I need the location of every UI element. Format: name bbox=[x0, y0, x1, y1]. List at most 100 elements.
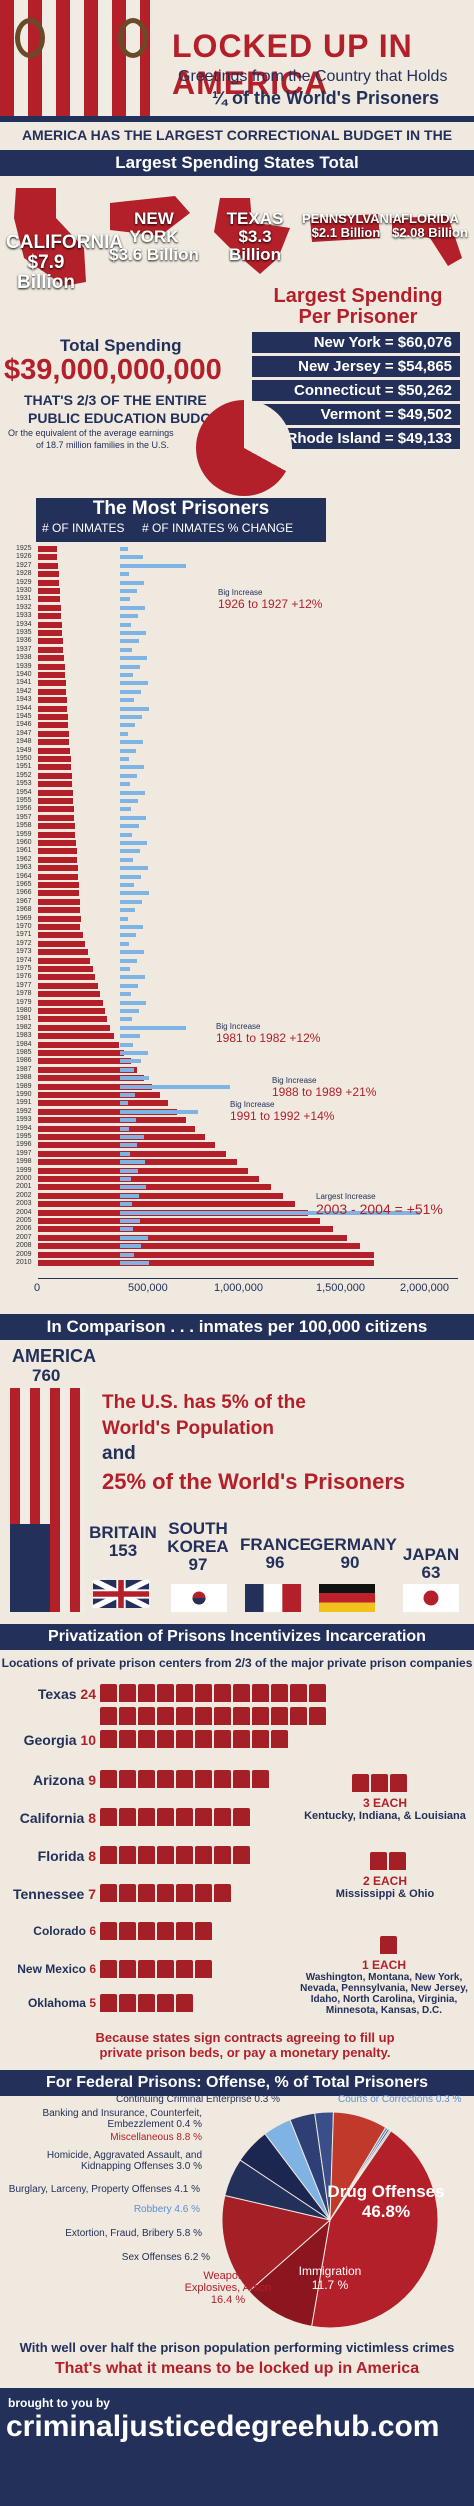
xtick: 1,500,000 bbox=[316, 1282, 365, 1294]
country-france: FRANCE 96 bbox=[240, 1535, 311, 1572]
change-bar bbox=[120, 1042, 133, 1047]
year-label: 1993 bbox=[16, 1116, 32, 1124]
state-pennsylvania: PENNSYLVANIA $2.1 Billion bbox=[302, 211, 402, 240]
year-label: 1927 bbox=[16, 561, 32, 569]
total-line3: Or the equivalent of the average earning… bbox=[8, 428, 174, 438]
pie-label-burglary: Burglary, Larceny, Property Offenses 4.1… bbox=[8, 2184, 200, 2195]
change-bar bbox=[120, 698, 134, 703]
state-georgia-label: Georgia 10 bbox=[23, 1732, 96, 1748]
pie-label-misc: Miscellaneous 8.8 % bbox=[110, 2132, 202, 2143]
prison-building bbox=[138, 1960, 155, 1978]
change-bar bbox=[120, 866, 148, 871]
change-bar bbox=[120, 1143, 137, 1148]
prison-building bbox=[214, 1684, 231, 1702]
change-bar bbox=[120, 555, 143, 560]
prison-building bbox=[252, 1707, 269, 1725]
prison-building bbox=[176, 1770, 193, 1788]
each1-text: 1 EACH Washington, Montana, New York, Nev… bbox=[300, 1958, 468, 2016]
footer-site[interactable]: criminaljusticedegreehub.com bbox=[6, 2410, 440, 2443]
change-bar bbox=[120, 1109, 198, 1114]
inmate-bar bbox=[38, 1125, 196, 1132]
prison-building bbox=[176, 1922, 193, 1940]
inmate-bar bbox=[38, 873, 79, 880]
prison-building bbox=[119, 1730, 136, 1748]
pie-label-homicide: Homicide, Aggravated Assault, and Kidnap… bbox=[46, 2150, 202, 2172]
prison-building bbox=[119, 1994, 136, 2012]
each3-buildings bbox=[352, 1774, 409, 1792]
year-label: 1965 bbox=[16, 881, 32, 888]
change-bar bbox=[120, 1210, 420, 1215]
inmate-bar bbox=[38, 1260, 374, 1266]
change-bar bbox=[120, 706, 149, 711]
year-label: 1938 bbox=[16, 654, 32, 662]
prison-building bbox=[100, 1808, 117, 1826]
prison-building bbox=[176, 1846, 193, 1864]
year-label: 2009 bbox=[16, 1250, 32, 1258]
inmate-bar bbox=[38, 672, 66, 678]
year-label: 1937 bbox=[16, 645, 32, 653]
prison-buildings bbox=[100, 1684, 360, 1725]
change-bar bbox=[120, 547, 128, 551]
inmate-bar bbox=[38, 772, 72, 779]
pp-row: New York = $60,076 bbox=[252, 332, 460, 353]
state-california-label: California 8 bbox=[19, 1810, 96, 1826]
change-bar bbox=[120, 773, 137, 778]
change-bar bbox=[120, 925, 143, 929]
state-arizona-label: Arizona 9 bbox=[32, 1772, 96, 1788]
annotation: Big Increase 1926 to 1927 +12% bbox=[218, 588, 323, 611]
pie-label-drug: Drug Offenses 46.8% bbox=[327, 2182, 445, 2221]
prison-building bbox=[157, 1808, 174, 1826]
prison-building bbox=[309, 1707, 326, 1725]
federal-conclusion: With well over half the prison populatio… bbox=[19, 2340, 455, 2355]
change-bar bbox=[120, 782, 130, 787]
inmate-bar bbox=[38, 1243, 361, 1250]
year-label: 1954 bbox=[16, 788, 32, 796]
change-bar bbox=[120, 689, 141, 694]
header-subtitle-2: ¼ of the World's Prisoners bbox=[212, 88, 439, 108]
year-label: 1943 bbox=[16, 696, 32, 704]
prison-building bbox=[195, 1707, 212, 1725]
change-bar bbox=[120, 715, 142, 719]
inmate-bar bbox=[38, 1041, 119, 1048]
year-label: 1999 bbox=[16, 1166, 32, 1174]
inmate-bar bbox=[38, 831, 76, 838]
inmate-bar bbox=[38, 680, 66, 687]
inmate-bar bbox=[38, 554, 58, 561]
inmate-bar bbox=[38, 630, 63, 636]
prison-building bbox=[119, 1960, 136, 1978]
prison-building bbox=[271, 1684, 288, 1702]
inmate-bar bbox=[38, 1016, 107, 1023]
inmate-bar bbox=[38, 865, 78, 872]
change-bar bbox=[120, 916, 128, 921]
inmate-bar bbox=[38, 1033, 115, 1040]
annotation: Big Increase 1991 to 1992 +14% bbox=[230, 1100, 335, 1123]
year-label: 1936 bbox=[16, 637, 32, 645]
inmate-bar bbox=[38, 596, 61, 603]
inmate-bar bbox=[38, 974, 96, 981]
change-bar bbox=[120, 656, 147, 661]
prison-building bbox=[100, 1707, 117, 1725]
change-bar bbox=[120, 757, 129, 761]
inmate-bar bbox=[38, 714, 68, 720]
each2-buildings bbox=[370, 1852, 408, 1870]
each3-text: 3 EACH Kentucky, Indiana, & Louisiana bbox=[304, 1796, 466, 1822]
each2-text: 2 EACH Mississippi & Ohio bbox=[335, 1874, 435, 1900]
prison-building bbox=[290, 1707, 307, 1725]
prison-building bbox=[119, 1922, 136, 1940]
inmate-bar bbox=[38, 991, 101, 998]
inmate-bar bbox=[38, 1201, 296, 1208]
inmate-bar bbox=[38, 789, 73, 796]
inmate-bar bbox=[38, 1251, 374, 1258]
south-korea-flag bbox=[171, 1584, 227, 1612]
change-bar bbox=[120, 572, 129, 577]
year-label: 1931 bbox=[16, 595, 32, 603]
prison-building bbox=[119, 1846, 136, 1864]
inmate-bar bbox=[38, 823, 75, 830]
state-oklahoma-label: Oklahoma 5 bbox=[27, 1996, 96, 2010]
year-label: 1960 bbox=[16, 839, 32, 846]
year-label: 1945 bbox=[16, 713, 32, 720]
federal-pie bbox=[221, 2111, 439, 2329]
inmate-bar bbox=[38, 806, 74, 813]
year-label: 1929 bbox=[16, 578, 32, 586]
prison-building bbox=[176, 1808, 193, 1826]
